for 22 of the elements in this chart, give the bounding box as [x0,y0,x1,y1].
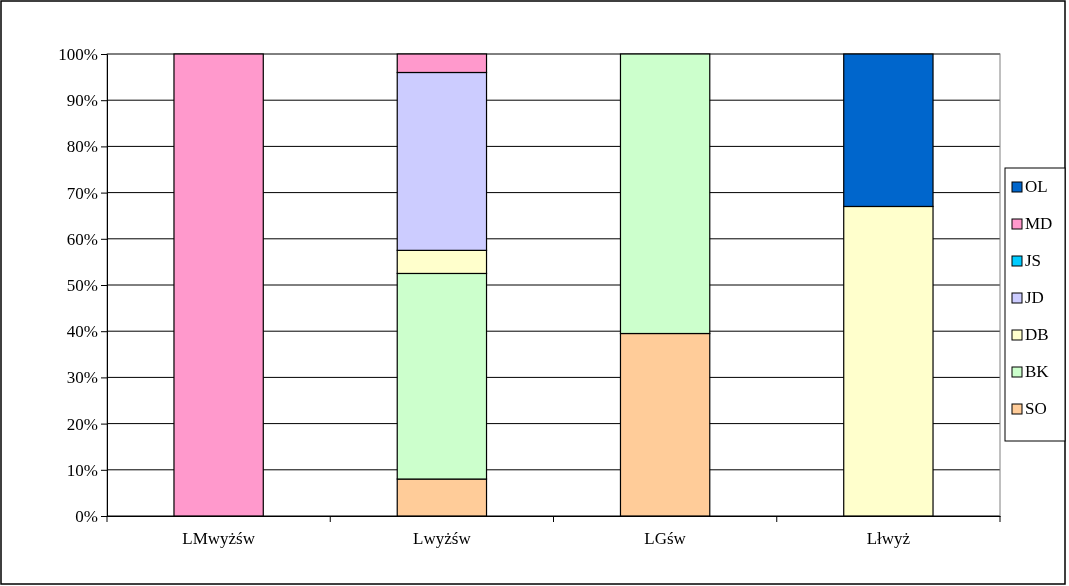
x-tick-label: LGśw [644,529,687,549]
y-tick-label: 30% [66,368,98,388]
x-tick-label: LMwyżśw [182,529,256,549]
y-tick-label: 60% [66,229,98,249]
legend-label: SO [1025,399,1047,418]
y-tick-label: 0% [75,506,98,526]
legend-label: DB [1025,325,1049,344]
legend-label: OL [1025,177,1048,196]
y-tick-label: 40% [66,322,98,342]
y-tick-label: 70% [66,183,98,203]
legend-label: JS [1025,251,1042,270]
x-tick-label: Lwyżśw [413,529,472,549]
y-tick-label: 100% [58,44,98,64]
y-tick-label: 20% [66,414,98,434]
y-tick-label: 10% [66,460,98,480]
x-tick-label: Lłwyż [866,529,911,549]
y-tick-label: 80% [66,137,98,157]
legend-label: MD [1025,214,1053,233]
y-tick-label: 50% [66,275,98,295]
legend-label: JD [1025,288,1044,307]
y-tick-label: 90% [66,91,98,111]
legend-label: BK [1025,362,1050,381]
